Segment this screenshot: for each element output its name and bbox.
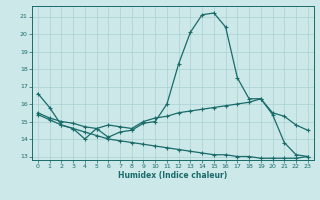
X-axis label: Humidex (Indice chaleur): Humidex (Indice chaleur) xyxy=(118,171,228,180)
